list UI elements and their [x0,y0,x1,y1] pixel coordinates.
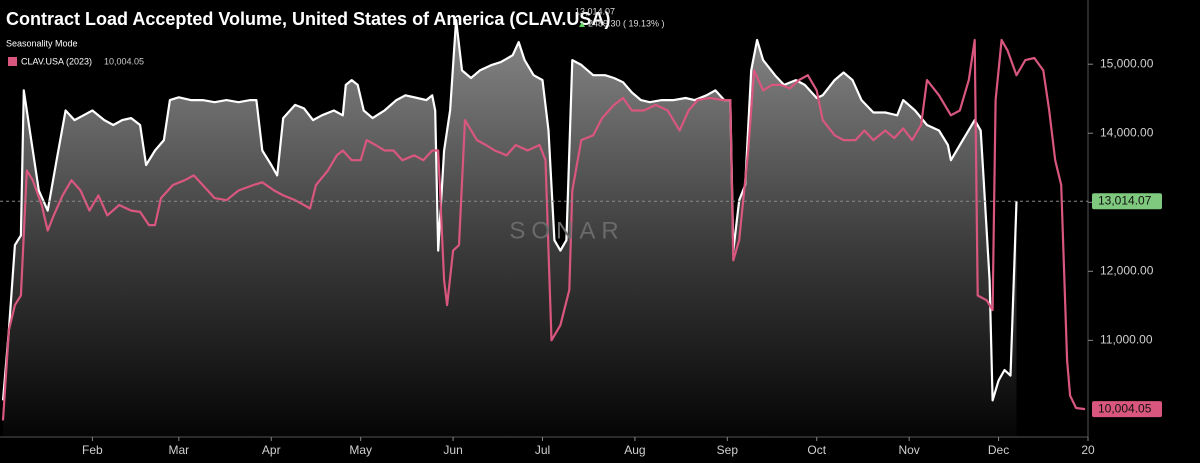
x-tick-label: Nov [898,443,919,457]
legend-value: 10,004.05 [104,56,144,66]
x-tick-label: Jun [443,443,462,457]
x-tick-label: Feb [82,443,103,457]
x-tick-label: May [349,443,372,457]
value-badge-label: 10,004.05 [1098,401,1152,415]
x-tick-label: Aug [624,443,645,457]
y-tick-label: 11,000.00 [1100,333,1153,347]
value-badge [1092,193,1162,210]
x-tick-label: Jul [535,443,550,457]
x-tick-label: Oct [807,443,826,457]
header-value: 13,014.07 [575,6,615,16]
plot-area [1,18,1086,437]
y-tick-label: 12,000.00 [1100,263,1154,277]
value-badge [1092,401,1162,418]
y-tick-label: 15,000.00 [1100,56,1154,70]
legend-swatch [8,57,17,66]
line [1,38,1086,421]
line [1,18,1018,402]
chart-title: Contract Load Accepted Volume, United St… [6,9,610,29]
header-change: 2489.30 ( 19.13% ) [588,18,665,28]
x-tick-label: Dec [988,443,1009,457]
up-arrow [579,22,585,27]
subtitle: Seasonality Mode [6,38,78,48]
area [3,20,1017,437]
watermark: SONAR [509,217,624,244]
x-tick-label: 20 [1081,443,1095,457]
legend-label: CLAV.USA (2023) [21,56,92,66]
x-tick-label: Mar [169,443,190,457]
x-tick-label: Sep [717,443,739,457]
x-tick-label: Apr [262,443,281,457]
value-badge-label: 13,014.07 [1098,193,1152,207]
y-tick-label: 14,000.00 [1100,125,1154,139]
